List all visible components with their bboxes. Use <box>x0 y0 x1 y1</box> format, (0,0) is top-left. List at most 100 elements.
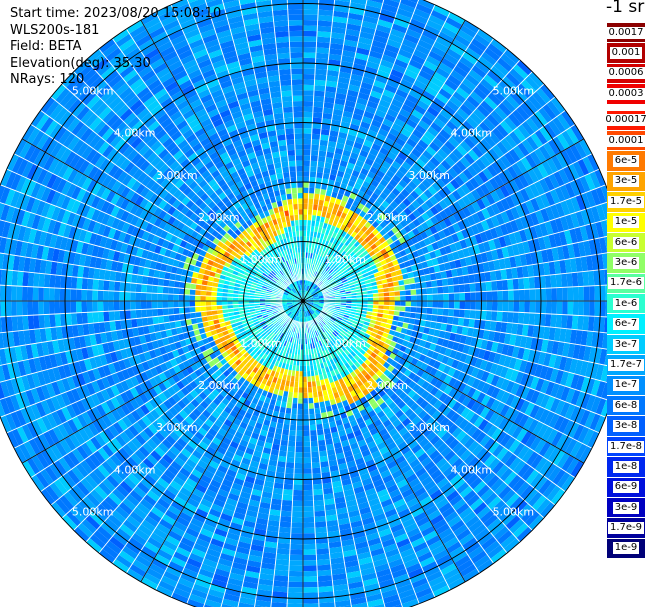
range-gate-cell <box>329 196 337 204</box>
range-gate-cell <box>318 4 335 11</box>
range-gate-cell <box>439 128 452 141</box>
range-gate-cell <box>317 316 323 322</box>
range-gate-cell <box>339 224 347 231</box>
range-gate-cell <box>497 485 512 500</box>
range-gate-cell <box>471 443 484 457</box>
range-gate-cell <box>355 177 365 186</box>
range-gate-cell <box>343 335 350 341</box>
range-gate-cell <box>417 471 431 483</box>
range-gate-cell <box>420 65 436 77</box>
range-gate-cell <box>337 366 344 374</box>
range-gate-cell <box>341 337 348 343</box>
range-gate-cell <box>423 130 436 142</box>
range-gate-cell <box>555 433 568 450</box>
range-gate-cell <box>303 95 314 102</box>
range-gate-cell <box>403 260 411 268</box>
range-gate-cell <box>387 314 394 321</box>
range-gate-cell <box>529 150 542 166</box>
range-gate-cell <box>319 461 330 468</box>
range-gate-cell <box>475 310 482 320</box>
range-gate-cell <box>594 301 601 317</box>
range-gate-cell <box>544 313 552 327</box>
range-gate-cell <box>303 90 314 96</box>
range-gate-cell <box>469 497 484 511</box>
range-gate-cell <box>539 222 549 237</box>
range-gate-cell <box>452 316 459 326</box>
range-gate-cell <box>410 54 426 65</box>
range-gate-cell <box>343 39 359 48</box>
range-gate-cell <box>327 275 333 281</box>
range-gate-cell <box>479 78 495 93</box>
range-gate-cell <box>397 459 409 470</box>
range-gate-cell <box>420 134 433 146</box>
range-gate-cell <box>430 9 448 22</box>
range-gate-cell <box>440 144 452 156</box>
range-gate-cell <box>421 500 436 512</box>
range-gate-cell <box>449 116 463 129</box>
range-gate-cell <box>431 351 440 361</box>
range-gate-cell <box>368 0 384 4</box>
range-gate-cell <box>449 349 458 360</box>
range-gate-cell <box>318 450 328 457</box>
range-gate-cell <box>324 272 330 279</box>
range-gate-cell <box>361 336 369 343</box>
range-gate-cell <box>585 207 596 225</box>
range-gate-cell <box>520 79 536 95</box>
range-gate-cell <box>317 439 326 447</box>
range-gate-cell <box>374 156 385 166</box>
range-gate-cell <box>308 301 314 304</box>
range-gate-cell <box>449 242 458 253</box>
range-gate-cell <box>456 481 470 495</box>
range-gate-cell <box>398 279 405 286</box>
range-gate-cell <box>425 314 432 322</box>
range-gate-cell <box>368 369 376 378</box>
range-gate-cell <box>459 301 466 310</box>
range-gate-cell <box>431 241 440 251</box>
range-gate-cell <box>479 509 495 524</box>
range-gate-cell <box>559 259 567 274</box>
range-gate-cell <box>601 252 607 270</box>
range-gate-cell <box>313 499 325 507</box>
range-gate-cell <box>487 544 504 559</box>
range-gate-cell <box>303 462 312 469</box>
range-gate-cell <box>345 94 358 103</box>
range-gate-cell <box>395 169 405 180</box>
range-gate-cell <box>370 179 380 188</box>
range-gate-cell <box>396 478 409 489</box>
range-gate-cell <box>556 113 571 131</box>
range-gate-cell <box>322 251 328 258</box>
range-gate-cell <box>332 16 348 24</box>
range-gate-cell <box>303 425 310 431</box>
range-gate-cell <box>499 154 512 169</box>
range-gate-cell <box>425 218 435 228</box>
range-gate-cell <box>303 473 313 480</box>
range-gate-cell <box>551 247 560 262</box>
range-gate-cell <box>303 106 314 113</box>
range-gate-cell <box>514 217 524 231</box>
range-gate-cell <box>470 301 476 311</box>
range-gate-cell <box>318 306 324 309</box>
range-gate-cell <box>514 397 526 412</box>
range-gate-cell <box>452 341 460 352</box>
range-gate-cell <box>465 73 480 87</box>
range-gate-cell <box>442 395 453 406</box>
range-gate-cell <box>476 380 486 392</box>
range-gate-cell <box>483 437 496 451</box>
range-gate-cell <box>373 337 380 345</box>
range-gate-cell <box>313 302 320 304</box>
range-gate-cell <box>307 280 310 286</box>
range-gate-cell <box>325 86 337 93</box>
range-gate-cell <box>492 444 505 458</box>
range-gate-cell <box>590 396 602 414</box>
range-gate-cell <box>353 164 363 173</box>
range-gate-cell <box>378 64 393 74</box>
range-gate-cell <box>559 401 571 418</box>
range-gate-cell <box>340 154 350 163</box>
range-gate-cell <box>496 247 504 260</box>
range-gate-cell <box>518 312 525 325</box>
range-gate-cell <box>328 277 334 282</box>
range-gate-cell <box>534 129 548 145</box>
range-gate-cell <box>431 279 438 288</box>
range-gate-cell <box>330 317 336 322</box>
range-gate-cell <box>567 301 574 316</box>
